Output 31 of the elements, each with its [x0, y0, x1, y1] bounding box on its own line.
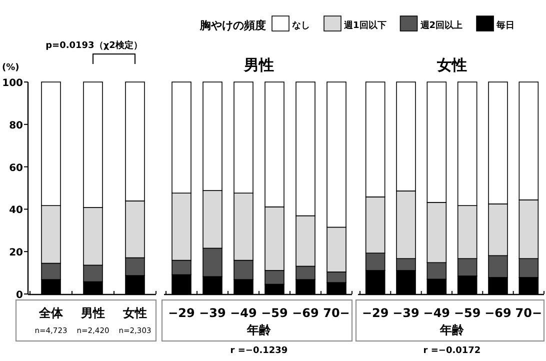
- x-tick-label: −69: [292, 306, 319, 320]
- x-tick-label: 70−: [323, 306, 350, 320]
- x-axis-title: 年齢: [246, 323, 272, 337]
- y-tick-label: 100: [2, 78, 24, 89]
- legend-label: 毎日: [496, 20, 515, 31]
- y-tick-label: 0: [16, 290, 24, 301]
- y-axis-title: (%): [2, 63, 20, 73]
- legend-title: 胸やけの頻度: [199, 19, 266, 32]
- x-tick-label: 70−: [515, 306, 542, 320]
- x-tick-label: −69: [484, 306, 512, 320]
- chart-title: 女性: [436, 56, 467, 74]
- x-tick-label: −39: [392, 306, 420, 320]
- text: r =−0.1239: [230, 346, 288, 356]
- x-tick-label: −59: [454, 306, 481, 320]
- x-tick-label: −59: [261, 306, 288, 320]
- text: r =−0.0172: [423, 346, 481, 356]
- y-tick-label: 40: [9, 205, 24, 216]
- x-tick-label: −29: [168, 306, 195, 320]
- text: p=0.0193（χ2検定）: [46, 40, 142, 51]
- y-tick-label: 20: [9, 248, 24, 259]
- x-tick-label: −39: [199, 306, 226, 320]
- y-tick-label: 80: [9, 120, 24, 132]
- y-tick-label: 60: [9, 162, 24, 174]
- chart-title: 男性: [243, 56, 274, 74]
- legend-label: 週2回以上: [419, 20, 463, 31]
- x-tick-label: −49: [230, 306, 257, 320]
- legend-label: 週1回以下: [343, 20, 386, 31]
- x-tick-label: −29: [362, 306, 389, 320]
- legend-label: なし: [292, 21, 310, 31]
- x-tick-label: −49: [423, 306, 450, 320]
- x-axis-title: 年齢: [439, 323, 465, 337]
